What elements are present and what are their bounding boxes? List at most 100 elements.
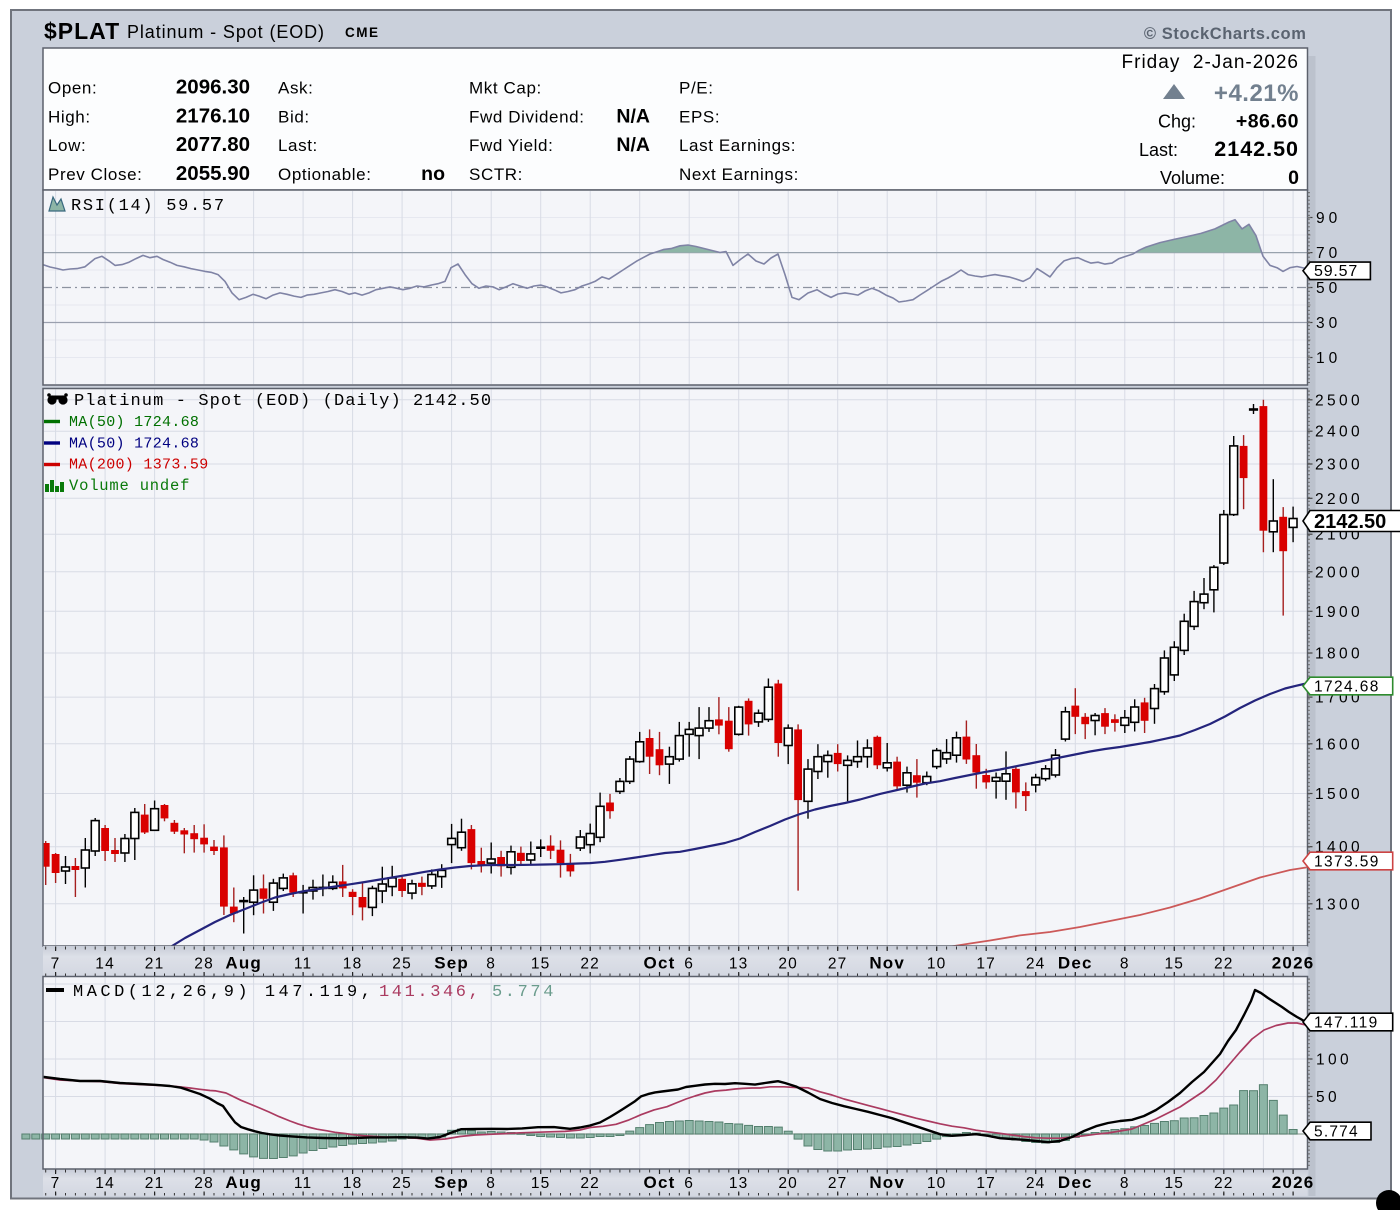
svg-text:Nov: Nov — [869, 1173, 905, 1192]
svg-text:21: 21 — [145, 956, 165, 973]
svg-text:25: 25 — [392, 956, 412, 973]
svg-text:2500: 2500 — [1315, 392, 1363, 409]
svg-text:2176.10: 2176.10 — [176, 105, 250, 128]
svg-text:20: 20 — [778, 1175, 798, 1192]
svg-text:59.57: 59.57 — [1314, 263, 1358, 280]
svg-text:14: 14 — [95, 1175, 115, 1192]
svg-text:2055.90: 2055.90 — [176, 162, 250, 185]
svg-text:Fwd Dividend:: Fwd Dividend: — [469, 108, 585, 127]
svg-text:1724.68: 1724.68 — [1314, 678, 1380, 695]
svg-text:EPS:: EPS: — [679, 108, 720, 127]
svg-text:6: 6 — [684, 956, 694, 973]
svg-text:$PLAT: $PLAT — [44, 18, 120, 44]
svg-text:Prev Close:: Prev Close: — [48, 165, 142, 184]
svg-text:70: 70 — [1316, 245, 1341, 262]
svg-text:Optionable:: Optionable: — [278, 165, 372, 184]
svg-text:25: 25 — [392, 1175, 412, 1192]
svg-text:1500: 1500 — [1315, 786, 1363, 803]
svg-text:Low:: Low: — [48, 136, 86, 155]
svg-text:8: 8 — [1120, 956, 1130, 973]
svg-text:1600: 1600 — [1315, 736, 1363, 753]
svg-text:Platinum - Spot (EOD): Platinum - Spot (EOD) — [127, 22, 325, 42]
svg-text:18: 18 — [343, 956, 363, 973]
svg-text:147.119: 147.119 — [1314, 1014, 1379, 1031]
svg-text:22: 22 — [1214, 1175, 1234, 1192]
svg-text:15: 15 — [1164, 1175, 1184, 1192]
svg-text:Volume undef: Volume undef — [69, 477, 190, 495]
svg-text:Sep: Sep — [434, 1173, 469, 1192]
svg-text:CME: CME — [345, 25, 380, 40]
svg-text:17: 17 — [976, 956, 996, 973]
svg-text:1300: 1300 — [1315, 896, 1363, 913]
svg-text:11: 11 — [294, 1175, 313, 1192]
svg-text:2142.50: 2142.50 — [1214, 137, 1299, 161]
svg-text:2142.50: 2142.50 — [1314, 511, 1386, 533]
svg-text:1800: 1800 — [1315, 646, 1363, 663]
svg-text:Aug: Aug — [225, 1173, 262, 1192]
svg-text:10: 10 — [927, 956, 947, 973]
svg-text:Mkt Cap:: Mkt Cap: — [469, 79, 542, 98]
svg-text:7: 7 — [51, 1175, 61, 1192]
svg-text:11: 11 — [294, 956, 313, 973]
svg-text:no: no — [421, 163, 445, 185]
svg-text:8: 8 — [486, 1175, 496, 1192]
svg-text:Sep: Sep — [434, 954, 469, 973]
svg-text:14: 14 — [95, 956, 115, 973]
svg-text:24: 24 — [1026, 1175, 1046, 1192]
svg-text:15: 15 — [531, 1175, 551, 1192]
svg-text:Last:: Last: — [278, 136, 318, 155]
svg-text:Ask:: Ask: — [278, 79, 313, 98]
svg-text:50: 50 — [1316, 280, 1341, 297]
svg-text:RSI(14) 59.57: RSI(14) 59.57 — [71, 197, 226, 216]
svg-text:Next Earnings:: Next Earnings: — [679, 165, 799, 184]
svg-text:2096.30: 2096.30 — [176, 76, 250, 99]
svg-text:Volume:: Volume: — [1160, 168, 1225, 188]
svg-text:13: 13 — [729, 1175, 749, 1192]
svg-text:+4.21%: +4.21% — [1214, 80, 1299, 107]
svg-text:6: 6 — [684, 1175, 694, 1192]
svg-text:SCTR:: SCTR: — [469, 165, 523, 184]
svg-text:N/A: N/A — [616, 106, 650, 128]
svg-text:2026: 2026 — [1272, 954, 1315, 973]
svg-text:Chg:: Chg: — [1158, 112, 1196, 132]
svg-text:2077.80: 2077.80 — [176, 133, 250, 156]
svg-text:24: 24 — [1026, 956, 1046, 973]
svg-text:10: 10 — [927, 1175, 947, 1192]
svg-text:0: 0 — [1288, 167, 1299, 189]
svg-text:MA(50) 1724.68: MA(50) 1724.68 — [69, 414, 199, 431]
svg-text:High:: High: — [48, 108, 91, 127]
svg-text:28: 28 — [194, 1175, 214, 1192]
svg-text:Nov: Nov — [869, 954, 905, 973]
svg-text:Aug: Aug — [225, 954, 262, 973]
svg-text:Bid:: Bid: — [278, 108, 310, 127]
svg-text:2400: 2400 — [1315, 424, 1363, 441]
svg-text:+86.60: +86.60 — [1236, 111, 1299, 133]
svg-text:Last:: Last: — [1139, 140, 1178, 160]
svg-text:Friday 2-Jan-2026: Friday 2-Jan-2026 — [1122, 52, 1299, 73]
svg-text:15: 15 — [531, 956, 551, 973]
svg-text:MACD(12,26,9) 147.119,: MACD(12,26,9) 147.119, — [73, 983, 374, 1002]
svg-text:1373.59: 1373.59 — [1314, 853, 1380, 870]
svg-text:22: 22 — [580, 1175, 600, 1192]
svg-text:15: 15 — [1164, 956, 1184, 973]
svg-text:50: 50 — [1316, 1089, 1340, 1106]
svg-text:2200: 2200 — [1315, 491, 1363, 508]
svg-text:13: 13 — [729, 956, 749, 973]
svg-text:22: 22 — [580, 956, 600, 973]
svg-text:18: 18 — [343, 1175, 363, 1192]
svg-text:Dec: Dec — [1058, 1173, 1093, 1192]
svg-text:141.346,: 141.346, — [379, 983, 481, 1002]
svg-text:27: 27 — [828, 1175, 848, 1192]
svg-text:20: 20 — [778, 956, 798, 973]
svg-text:30: 30 — [1316, 315, 1341, 332]
svg-text:2026: 2026 — [1272, 1173, 1315, 1192]
svg-text:P/E:: P/E: — [679, 79, 714, 98]
svg-text:1900: 1900 — [1315, 604, 1363, 621]
svg-text:Open:: Open: — [48, 79, 97, 98]
svg-text:© StockCharts.com: © StockCharts.com — [1144, 25, 1307, 43]
svg-text:MA(200) 1373.59: MA(200) 1373.59 — [69, 457, 209, 474]
svg-text:10: 10 — [1316, 350, 1341, 367]
svg-text:Oct: Oct — [644, 954, 676, 973]
svg-text:5.774: 5.774 — [1314, 1123, 1359, 1140]
svg-text:100: 100 — [1316, 1052, 1352, 1069]
